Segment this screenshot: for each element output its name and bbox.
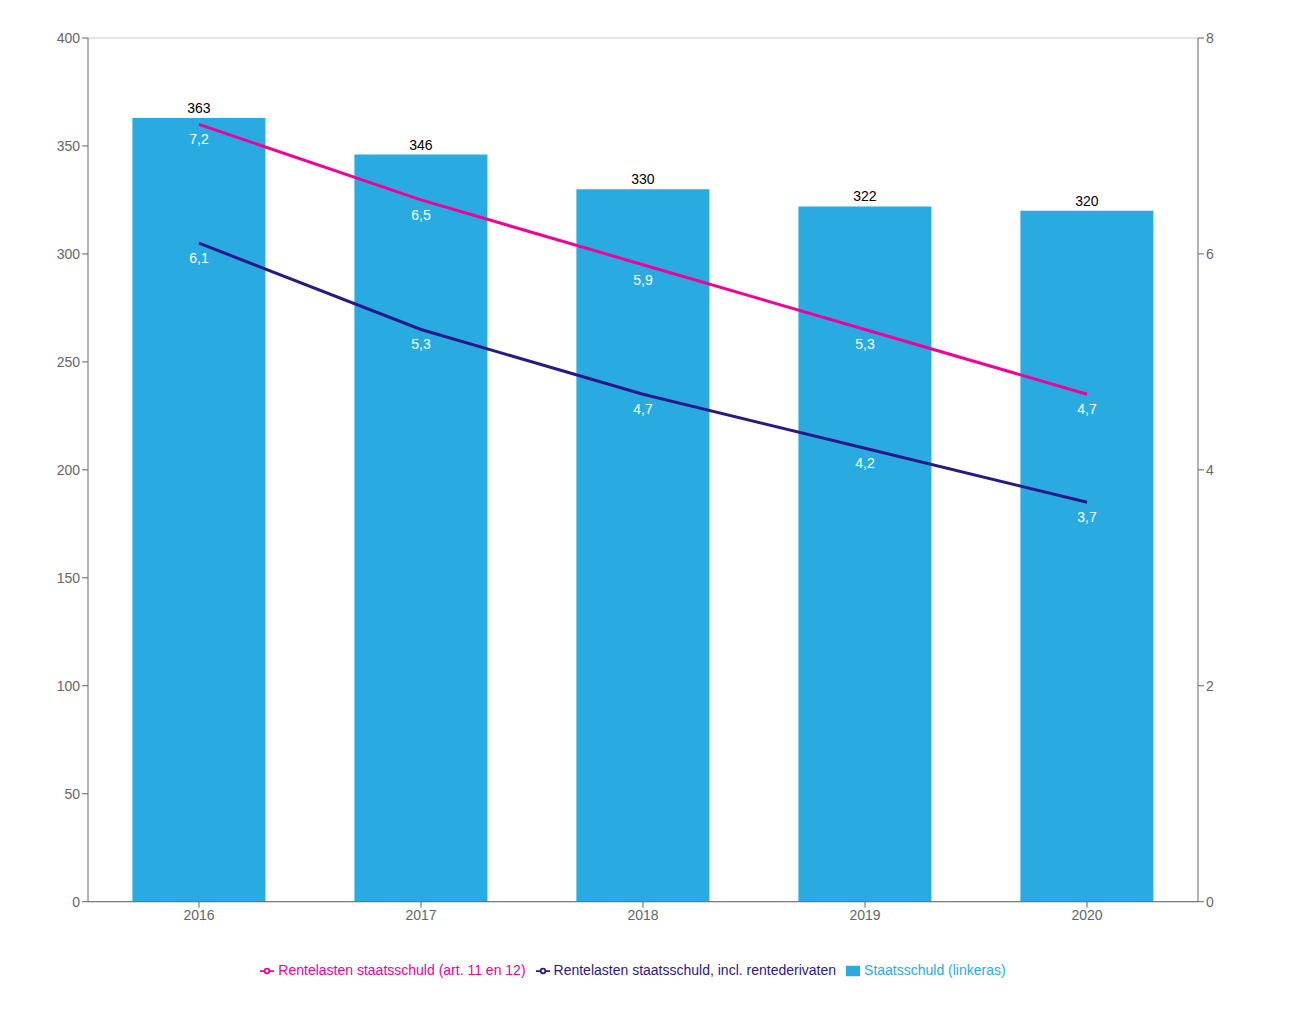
html-text:Rentelasten staatsschuld (art.: Rentelasten staatsschuld (art. 11 en 12)	[278, 961, 526, 978]
svg-text:0: 0	[72, 894, 80, 910]
svg-text:7,2: 7,2	[189, 131, 209, 147]
html-text:Staatsschuld (linkeras): Staatsschuld (linkeras)	[864, 961, 1006, 978]
svg-text:4,7: 4,7	[633, 401, 653, 417]
svg-text:350: 350	[57, 138, 81, 154]
svg-text:6: 6	[1206, 246, 1214, 262]
svg-text:0: 0	[1206, 894, 1214, 910]
svg-text:3,7: 3,7	[1077, 509, 1097, 525]
svg-text:2: 2	[1206, 678, 1214, 694]
svg-text:322: 322	[853, 188, 877, 204]
svg-text:2018: 2018	[627, 907, 658, 923]
svg-text:363: 363	[187, 100, 211, 116]
svg-text:5,3: 5,3	[411, 336, 431, 352]
svg-text:200: 200	[57, 462, 81, 478]
svg-text:2017: 2017	[405, 907, 436, 923]
svg-text:346: 346	[409, 137, 433, 153]
html-text:Rentelasten staatsschuld, incl: Rentelasten staatsschuld, incl. renteder…	[553, 961, 836, 978]
svg-text:400: 400	[57, 30, 81, 46]
svg-text:4: 4	[1206, 462, 1214, 478]
svg-text:4,7: 4,7	[1077, 401, 1097, 417]
svg-text:250: 250	[57, 354, 81, 370]
svg-text:2019: 2019	[849, 907, 880, 923]
svg-text:5,9: 5,9	[633, 272, 653, 288]
svg-text:4,2: 4,2	[855, 455, 875, 471]
svg-text:330: 330	[631, 171, 655, 187]
svg-text:6,5: 6,5	[411, 207, 431, 223]
svg-text:100: 100	[57, 678, 81, 694]
svg-text:150: 150	[57, 570, 81, 586]
svg-text:5,3: 5,3	[855, 336, 875, 352]
svg-text:6,1: 6,1	[189, 250, 209, 266]
svg-text:8: 8	[1206, 30, 1214, 46]
svg-text:300: 300	[57, 246, 81, 262]
svg-text:50: 50	[64, 786, 80, 802]
svg-text:2020: 2020	[1071, 907, 1102, 923]
svg-text:2016: 2016	[183, 907, 214, 923]
svg-text:320: 320	[1075, 193, 1099, 209]
